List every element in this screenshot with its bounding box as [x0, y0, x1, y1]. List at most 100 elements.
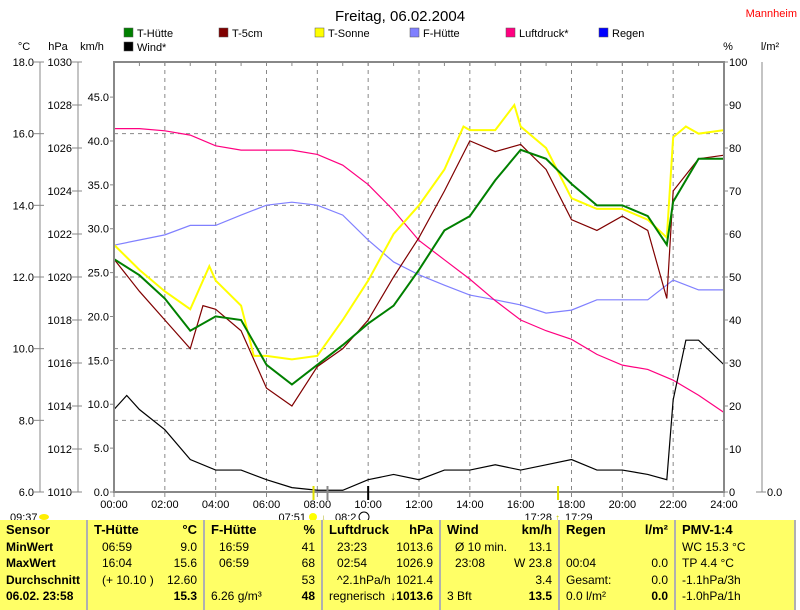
- cell-label: [447, 572, 455, 589]
- cell-label: 6.26 g/m³: [211, 589, 262, 603]
- series-line-t-5cm: [113, 140, 725, 407]
- column-unit: km/h: [521, 522, 552, 537]
- temp-tick-label: 8.0: [19, 415, 34, 427]
- cell-value: 53: [301, 572, 315, 587]
- column-unit: %: [303, 522, 315, 537]
- x-tick-label: 16:00: [507, 499, 535, 511]
- cell-label: 0.0 l/m²: [566, 589, 607, 603]
- series-line-t-h-tte: [113, 148, 724, 386]
- pressure-tick-label: 1030: [48, 57, 72, 69]
- table-row: ^2.1hPa/h 1021.4: [329, 572, 433, 589]
- column-header: T-Hütte: [94, 522, 139, 537]
- column-unit: hPa: [409, 522, 433, 537]
- humidity-unit-label: %: [723, 41, 733, 53]
- legend-swatch: [409, 27, 420, 38]
- cell-label: 3 Bft: [447, 589, 472, 603]
- temp-unit-label: °C: [18, 41, 30, 53]
- legend-label: Luftdruck*: [519, 28, 569, 40]
- cell-label: WC 15.3 °C: [682, 539, 746, 554]
- cell-label: 16:59: [219, 539, 250, 554]
- temp-tick-label: 14.0: [13, 200, 34, 212]
- x-tick-label: 04:00: [202, 499, 230, 511]
- column-header: Wind: [447, 522, 479, 537]
- column-header: F-Hütte: [211, 522, 257, 537]
- cell-value: 41: [301, 539, 315, 554]
- legend-label: F-Hütte: [423, 28, 460, 40]
- cell-value: W 23.8: [513, 556, 552, 570]
- sunset-time: 17:28: [524, 512, 552, 520]
- legend-swatch: [218, 27, 229, 38]
- row-label-avg: Durchschnitt: [6, 572, 81, 587]
- cell-label: (+ 10.10 ): [102, 572, 154, 587]
- table-column-f-h-tte: F-Hütte% 16:59 41 06:59 68 53 6.26 g/m³ 48: [205, 520, 323, 610]
- table-row: [566, 539, 668, 556]
- pressure-tick-label: 1016: [48, 358, 72, 370]
- table-column-t-h-tte: T-Hütte °C 06:59 9.0 16:04 15.6 (+ 10.10 ) 12.6…: [88, 520, 205, 610]
- column-header: Regen: [566, 522, 606, 537]
- humidity-tick-label: 10: [729, 444, 741, 456]
- cell-label: -1.1hPa/3h: [682, 572, 741, 587]
- table-row: 23:23 1013.6: [329, 539, 433, 556]
- humidity-tick-label: 100: [729, 57, 747, 69]
- table-row: regnerisch ↓1013.6: [329, 588, 433, 605]
- humidity-tick-label: 50: [729, 272, 741, 284]
- humidity-tick-label: 70: [729, 186, 741, 198]
- humidity-tick-label: 30: [729, 358, 741, 370]
- table-column-luftdruck: Luftdruck hPa 23:23 1013.6 02:54 1026.9 ^2.1hP…: [323, 520, 441, 610]
- cell-label: 23:23: [337, 539, 368, 554]
- legend-swatch: [505, 27, 516, 38]
- x-tick-label: 24:00: [710, 499, 738, 511]
- moon-arrow-icon: ↓: [321, 513, 326, 520]
- cell-value: 9.0: [180, 539, 197, 554]
- pressure-unit-label: hPa: [48, 41, 68, 53]
- temp-tick-label: 12.0: [13, 272, 34, 284]
- pressure-tick-label: 1014: [48, 401, 72, 413]
- table-row: 16:59 41: [211, 539, 315, 556]
- column-header: Luftdruck: [329, 522, 389, 537]
- table-column-regen: Regen l/m² 00:04 0.0 Gesamt: 0.0 0.0 l/m² 0.0: [560, 520, 676, 610]
- wind-tick-label: 0.0: [94, 487, 109, 499]
- x-tick-label: 10:00: [354, 499, 382, 511]
- cell-value: 13.1: [528, 539, 552, 554]
- plot-frame: [113, 61, 725, 493]
- x-tick-label: 22:00: [659, 499, 687, 511]
- pressure-tick-label: 1012: [48, 444, 72, 456]
- pressure-tick-label: 1020: [48, 272, 72, 284]
- table-column-pmv-1-4: PMV-1:4 WC 15.3 °C TP 4.4 °C -1.1hPa/3h -1.0…: [676, 520, 796, 610]
- cell-label: Gesamt:: [566, 572, 612, 587]
- sun-icon: [309, 513, 317, 521]
- column-header: PMV-1:4: [682, 522, 733, 537]
- cell-label: [211, 572, 219, 589]
- table-row: Ø 10 min. 13.1: [447, 539, 552, 556]
- cell-value: ↓1013.6: [390, 589, 433, 603]
- x-tick-label: 18:00: [558, 499, 586, 511]
- wind-tick-label: 30.0: [88, 224, 109, 236]
- wind-tick-label: 40.0: [88, 136, 109, 148]
- row-label-min: MinWert: [6, 539, 54, 554]
- legend-label: T-5cm: [232, 28, 263, 40]
- pressure-tick-label: 1022: [48, 229, 72, 241]
- table-row: 23:08 W 23.8: [447, 555, 552, 572]
- row-label-max: MaxWert: [6, 556, 56, 570]
- table-row: TP 4.4 °C: [682, 555, 788, 572]
- legend-label: Wind*: [137, 42, 167, 54]
- table-row: -1.1hPa/3h: [682, 572, 788, 589]
- pressure-tick-label: 1026: [48, 143, 72, 155]
- wind-tick-label: 45.0: [88, 92, 109, 104]
- weather-chart: Freitag, 06.02.2004 Mannheim T-Hütte T-5cm T…: [10, 8, 797, 524]
- cell-value: 68: [301, 556, 315, 570]
- cell-label: 02:54: [337, 556, 368, 570]
- cell-label: Ø 10 min.: [455, 539, 508, 554]
- x-tick-label: 20:00: [609, 499, 637, 511]
- cell-value: 1026.9: [396, 556, 433, 570]
- cell-value: 15.3: [173, 589, 197, 603]
- pressure-tick-label: 1028: [48, 100, 72, 112]
- rain-tick-label: 0.0: [767, 487, 782, 499]
- column-unit: °C: [182, 522, 197, 537]
- table-row: 15.3: [94, 588, 197, 605]
- temp-tick-label: 16.0: [13, 129, 34, 141]
- x-tick-label: 02:00: [151, 499, 179, 511]
- table-row: (+ 10.10 ) 12.60: [94, 572, 197, 589]
- humidity-tick-label: 80: [729, 143, 741, 155]
- cell-label: 06:59: [102, 539, 133, 554]
